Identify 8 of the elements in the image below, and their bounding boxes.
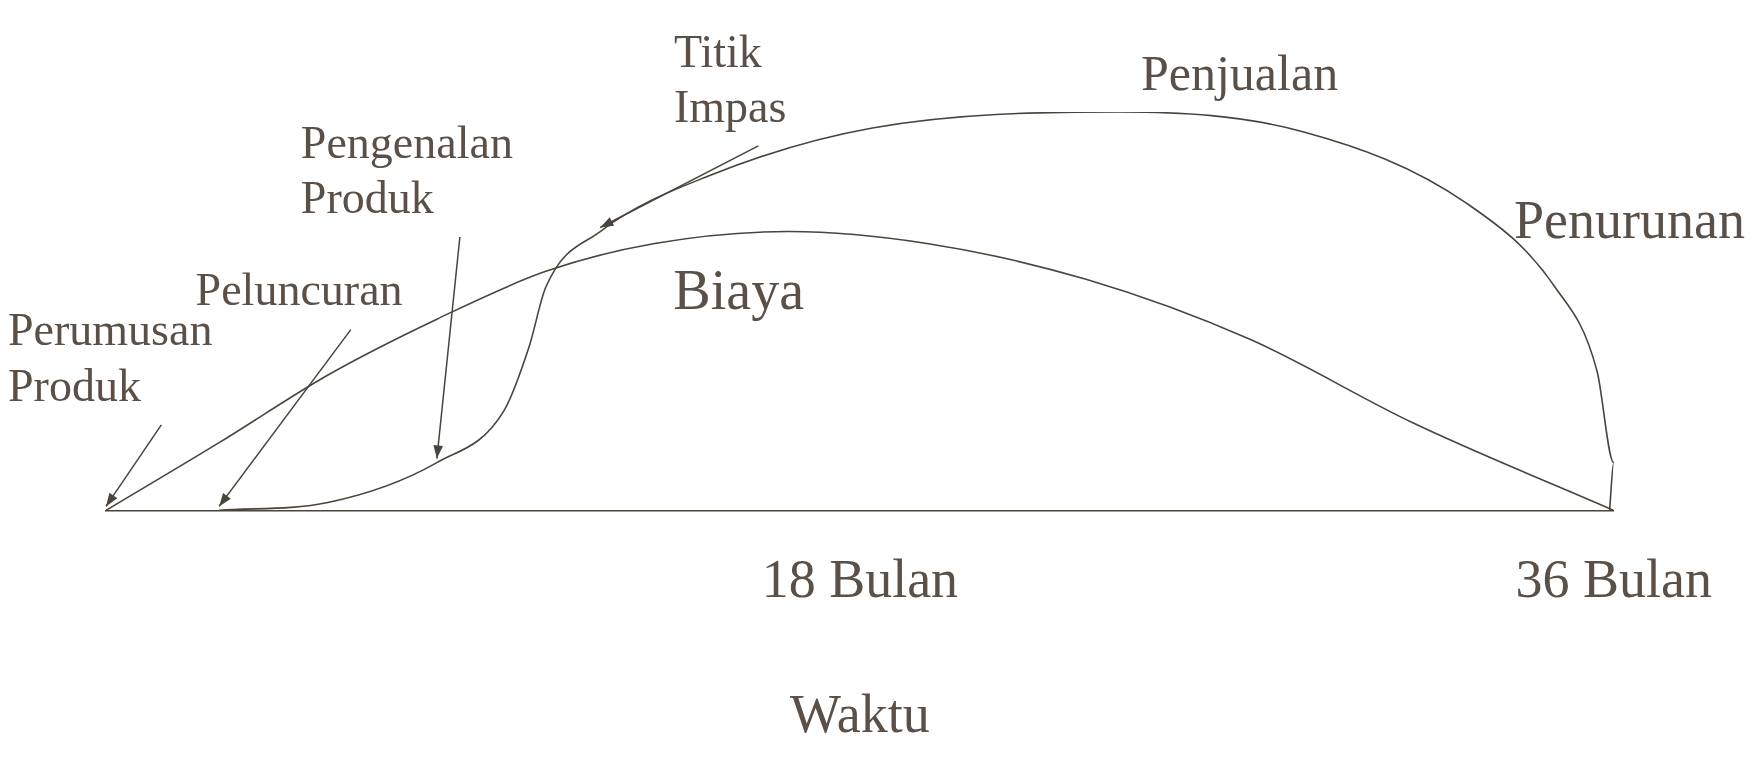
- annotation: Titik Impas: [674, 25, 787, 132]
- x-tick-label: 18 Bulan: [761, 548, 959, 609]
- series-label: Penjualan: [1140, 45, 1339, 102]
- annotation: Pengenalan Produk: [300, 116, 513, 223]
- x-tick-label: 36 Bulan: [1515, 548, 1713, 609]
- annotation: Penurunan: [1514, 189, 1745, 250]
- legend-label: Biaya: [673, 259, 805, 322]
- x-axis-title: Waktu: [790, 683, 930, 744]
